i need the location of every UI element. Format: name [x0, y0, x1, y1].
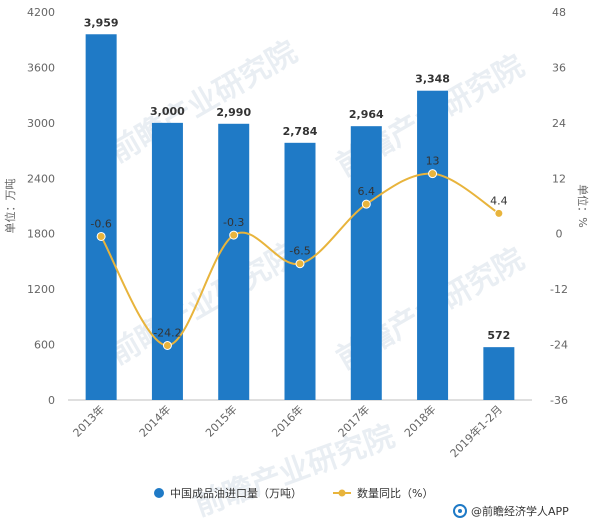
line-data-label: -6.5 — [289, 245, 310, 258]
legend-label-line: 数量同比（%） — [357, 487, 433, 500]
bar — [151, 122, 183, 400]
bar — [284, 142, 316, 400]
line-point — [162, 340, 172, 350]
source-text: @前瞻经济学人APP — [471, 504, 569, 518]
x-axis-tick-label: 2015年 — [202, 402, 239, 439]
y2-axis-tick-label: 48 — [552, 6, 566, 19]
y-axis-tick-label: 4200 — [27, 6, 55, 19]
bar-data-label: 2,784 — [283, 125, 318, 138]
y2-axis-tick-label: -24 — [550, 339, 568, 352]
bar-data-label: 3,959 — [84, 16, 119, 29]
bar-data-label: 3,000 — [150, 105, 185, 118]
y2-axis-tick-label: -36 — [550, 394, 568, 407]
y2-axis-tick-label: -12 — [550, 283, 568, 296]
bar-data-label: 572 — [487, 329, 510, 342]
legend-swatch-bar — [154, 488, 164, 498]
y2-axis-tick-label: 12 — [552, 172, 566, 185]
bar-data-label: 2,964 — [349, 108, 384, 121]
y2-axis-tick-label: 0 — [556, 228, 563, 241]
bar — [85, 34, 117, 401]
line-point — [295, 259, 305, 269]
y-axis-tick-label: 3600 — [27, 61, 55, 74]
line-data-label: -0.3 — [223, 216, 244, 229]
y-axis-title: 单位：万吨 — [3, 179, 17, 234]
bars-layer — [85, 34, 515, 401]
watermark-text: 前瞻产业研究院 — [104, 35, 303, 170]
y-axis-tick-label: 0 — [48, 394, 55, 407]
y-axis-tick-label: 3000 — [27, 117, 55, 130]
line-data-label: 6.4 — [358, 185, 376, 198]
line-point — [96, 231, 106, 241]
line-data-label: 13 — [426, 155, 440, 168]
line-point — [229, 230, 239, 240]
line-point — [361, 199, 371, 209]
bar — [483, 347, 515, 400]
bar-data-label: 3,348 — [415, 73, 450, 86]
source-logo-icon — [453, 504, 467, 518]
line-data-label: -24.2 — [153, 326, 181, 339]
x-axis-tick-label: 2013年 — [70, 402, 107, 439]
y-axis-tick-label: 1200 — [27, 283, 55, 296]
source-credit: @前瞻经济学人APP — [453, 504, 569, 518]
x-axis-tick-label: 2014年 — [136, 402, 173, 439]
line-data-label: -0.6 — [90, 217, 111, 230]
line-point — [494, 208, 504, 218]
source-logo-icon-dot — [458, 509, 462, 513]
bar — [218, 123, 250, 401]
x-axis-tick-label: 2016年 — [269, 402, 306, 439]
line-data-label: 4.4 — [490, 194, 508, 207]
y2-axis-title: 单位：% — [576, 184, 590, 227]
y2-axis-tick-label: 36 — [552, 61, 566, 74]
bar — [350, 126, 382, 400]
bar-data-label: 2,990 — [216, 106, 251, 119]
y-axis-tick-label: 1800 — [27, 228, 55, 241]
y2-axis-tick-label: 24 — [552, 117, 566, 130]
legend-label-bar: 中国成品油进口量（万吨） — [170, 486, 302, 500]
line-layer — [96, 169, 504, 350]
legend-swatch-line-marker — [338, 489, 346, 497]
watermark-text: 前瞻产业研究院 — [190, 419, 399, 524]
y-axis-tick-label: 2400 — [27, 172, 55, 185]
labels-layer: 3,959 3,000 2,990 2,784 2,964 3,348 572 -0.6 -24… — [84, 16, 511, 342]
bar — [417, 90, 449, 401]
line-point — [428, 169, 438, 179]
x-axis-tick-label: 2018年 — [401, 402, 438, 439]
x-axis-tick-label: 2019年1-2月 — [447, 402, 505, 460]
y-axis-tick-label: 600 — [34, 339, 55, 352]
legend: 中国成品油进口量（万吨） 数量同比（%） — [154, 486, 433, 500]
